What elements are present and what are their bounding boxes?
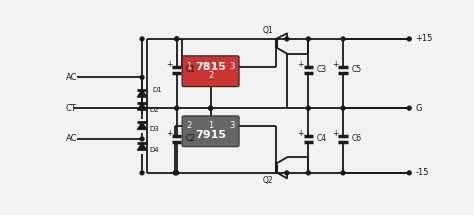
FancyBboxPatch shape [182,56,239,87]
Circle shape [307,106,310,110]
Circle shape [209,106,212,110]
Text: +15: +15 [415,34,433,43]
Text: +: + [298,129,304,138]
Text: C5: C5 [352,65,362,74]
Circle shape [285,37,289,41]
Text: 7915: 7915 [195,130,226,140]
Circle shape [307,37,310,41]
FancyBboxPatch shape [182,116,239,147]
Text: C4: C4 [317,135,327,143]
Text: +: + [332,129,338,138]
Text: +: + [166,129,172,138]
Text: 2: 2 [208,71,213,80]
Polygon shape [137,122,146,129]
Circle shape [407,37,411,41]
Text: Q1: Q1 [263,26,273,35]
Text: C6: C6 [352,135,362,143]
Circle shape [175,37,179,41]
Circle shape [140,137,144,141]
Text: D3: D3 [149,126,159,132]
Text: G: G [415,104,422,113]
Text: +: + [166,60,172,69]
Circle shape [140,37,144,41]
Text: D1: D1 [153,88,163,94]
Circle shape [341,171,345,175]
Circle shape [307,171,310,175]
Text: C3: C3 [317,65,327,74]
Circle shape [407,171,411,175]
Circle shape [209,106,212,110]
Text: D2: D2 [149,107,159,113]
Text: 3: 3 [229,121,235,131]
Text: C2: C2 [185,135,195,143]
Text: AC: AC [66,135,77,143]
Circle shape [407,106,411,110]
Circle shape [140,171,144,175]
Text: 3: 3 [229,62,235,71]
Circle shape [175,37,179,41]
Polygon shape [137,103,146,110]
Circle shape [175,106,179,110]
Text: +: + [298,60,304,69]
Circle shape [341,106,345,110]
Text: 7815: 7815 [195,62,226,72]
Text: 1: 1 [186,62,191,71]
Text: -15: -15 [415,168,429,177]
Text: AC: AC [66,73,77,82]
Circle shape [173,171,177,175]
Text: 2: 2 [186,121,191,131]
Text: D4: D4 [149,147,159,153]
Circle shape [285,171,289,175]
Text: 1: 1 [208,121,213,131]
Text: C1: C1 [185,65,195,74]
Polygon shape [137,143,146,150]
Text: CT: CT [66,104,77,113]
Text: Q2: Q2 [263,176,273,185]
Circle shape [175,171,179,175]
Circle shape [140,75,144,79]
Text: +: + [332,60,338,69]
Polygon shape [137,90,146,97]
Circle shape [341,37,345,41]
